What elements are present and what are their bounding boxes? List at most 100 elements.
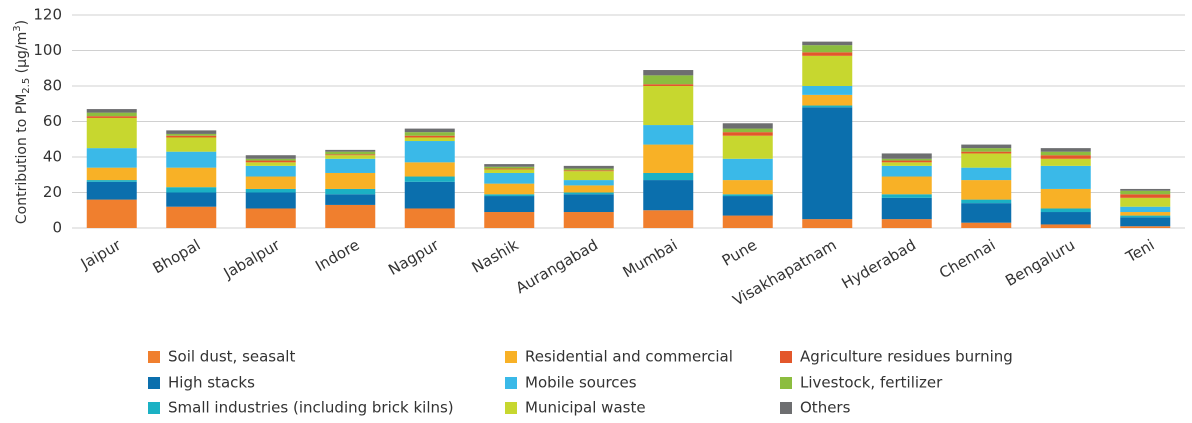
bar-segment (1120, 188, 1171, 191)
bar-segment (961, 222, 1012, 228)
bar-segment (802, 41, 853, 46)
y-tick-label: 40 (43, 148, 62, 166)
bar-segment (166, 206, 217, 228)
bar-segment (722, 132, 773, 136)
bar-segment (245, 165, 296, 177)
bar-segment (722, 196, 773, 216)
bar-segment (484, 196, 535, 213)
bar-segment (86, 199, 137, 228)
x-tick-label: Indore (312, 236, 362, 275)
bar-segment (166, 187, 217, 193)
bar-segment (802, 52, 853, 56)
bar-segment (961, 153, 1012, 168)
x-tick-label: Bhopal (150, 236, 204, 278)
bar-segment (484, 172, 535, 184)
y-tick-label: 80 (43, 77, 62, 95)
legend-swatch (148, 377, 160, 389)
y-tick-label: 120 (33, 6, 62, 24)
bar-segment (325, 188, 376, 195)
bar-segment (166, 151, 217, 168)
bar-segment (484, 169, 535, 173)
bar-segment (166, 133, 217, 136)
y-axis-label: Contribution to PM2.5 (µg/m3) (12, 20, 32, 224)
bar-segment (245, 192, 296, 209)
bar-segment (245, 188, 296, 193)
bar-segment (881, 153, 932, 159)
bar-segment (722, 180, 773, 195)
y-tick-label: 60 (43, 112, 62, 130)
x-tick-label: Mumbai (620, 236, 681, 282)
bar-segment (404, 181, 455, 209)
bar-segment (325, 149, 376, 152)
bar-segment (245, 155, 296, 159)
bar-segment (404, 128, 455, 133)
bar-segment (484, 212, 535, 228)
bar-segment (86, 109, 137, 113)
bar-segment (86, 181, 137, 200)
bar-segment (86, 167, 137, 181)
bar-segment (1120, 215, 1171, 218)
bar-segment (484, 166, 535, 169)
bar-segment (1040, 151, 1091, 156)
legend-swatch (148, 351, 160, 363)
bar-segment (1040, 148, 1091, 152)
x-tick-label: Jaipur (77, 235, 125, 273)
bar-segment (325, 172, 376, 189)
bar-segment (86, 112, 137, 117)
bar-segment (166, 192, 217, 207)
bar-segment (881, 176, 932, 195)
bar-segment (1120, 217, 1171, 227)
legend-swatch (148, 402, 160, 414)
bar-segment (961, 151, 1012, 154)
bar-segment (802, 105, 853, 108)
bar-segment (961, 180, 1012, 200)
bar-segment (245, 162, 296, 166)
bar-segment (563, 194, 614, 213)
bar-segment (563, 212, 614, 228)
bar-segment (563, 180, 614, 186)
bar-segment (643, 75, 694, 85)
bar-segment (722, 215, 773, 228)
bar-segment (404, 135, 455, 138)
bar-segment (245, 158, 296, 161)
x-tick-label: Chennai (936, 236, 998, 282)
bar-segment (881, 194, 932, 198)
bar-segment (1040, 155, 1091, 159)
bar-segment (643, 210, 694, 228)
bar-segment (881, 160, 932, 163)
bar-segment (325, 154, 376, 156)
bar-segment (1120, 197, 1171, 207)
bar-segment (166, 137, 217, 152)
x-tick-label: Pune (719, 236, 760, 270)
bar-segment (1040, 224, 1091, 228)
legend-swatch (505, 402, 517, 414)
bar-segment (722, 158, 773, 181)
bar-segment (563, 168, 614, 171)
bar-segment (86, 148, 137, 168)
bar-segment (404, 137, 455, 142)
bar-segment (166, 130, 217, 134)
bar-segment (86, 180, 137, 182)
legend-label: Soil dust, seasalt (168, 348, 295, 366)
bar-segment (404, 132, 455, 136)
bar-segment (1040, 208, 1091, 213)
bar-segment (1120, 190, 1171, 195)
bar-segment (643, 180, 694, 211)
x-tick-label: Nashik (469, 236, 522, 277)
bar-segment (881, 219, 932, 228)
x-tick-label: Hyderabad (839, 236, 919, 293)
legend-label: Residential and commercial (525, 348, 733, 366)
bar-segment (325, 158, 376, 173)
bar-segment (643, 144, 694, 173)
bar-segment (643, 86, 694, 126)
bar-segment (404, 162, 455, 177)
legend-swatch (780, 402, 792, 414)
legend-label: Others (800, 399, 851, 417)
legend-label: Agriculture residues burning (800, 348, 1013, 366)
x-tick-label: Jabalpur (220, 235, 284, 282)
bar-segment (643, 172, 694, 181)
legend-label: Livestock, fertilizer (800, 374, 943, 392)
bar-segment (325, 155, 376, 159)
bar-segment (404, 141, 455, 163)
